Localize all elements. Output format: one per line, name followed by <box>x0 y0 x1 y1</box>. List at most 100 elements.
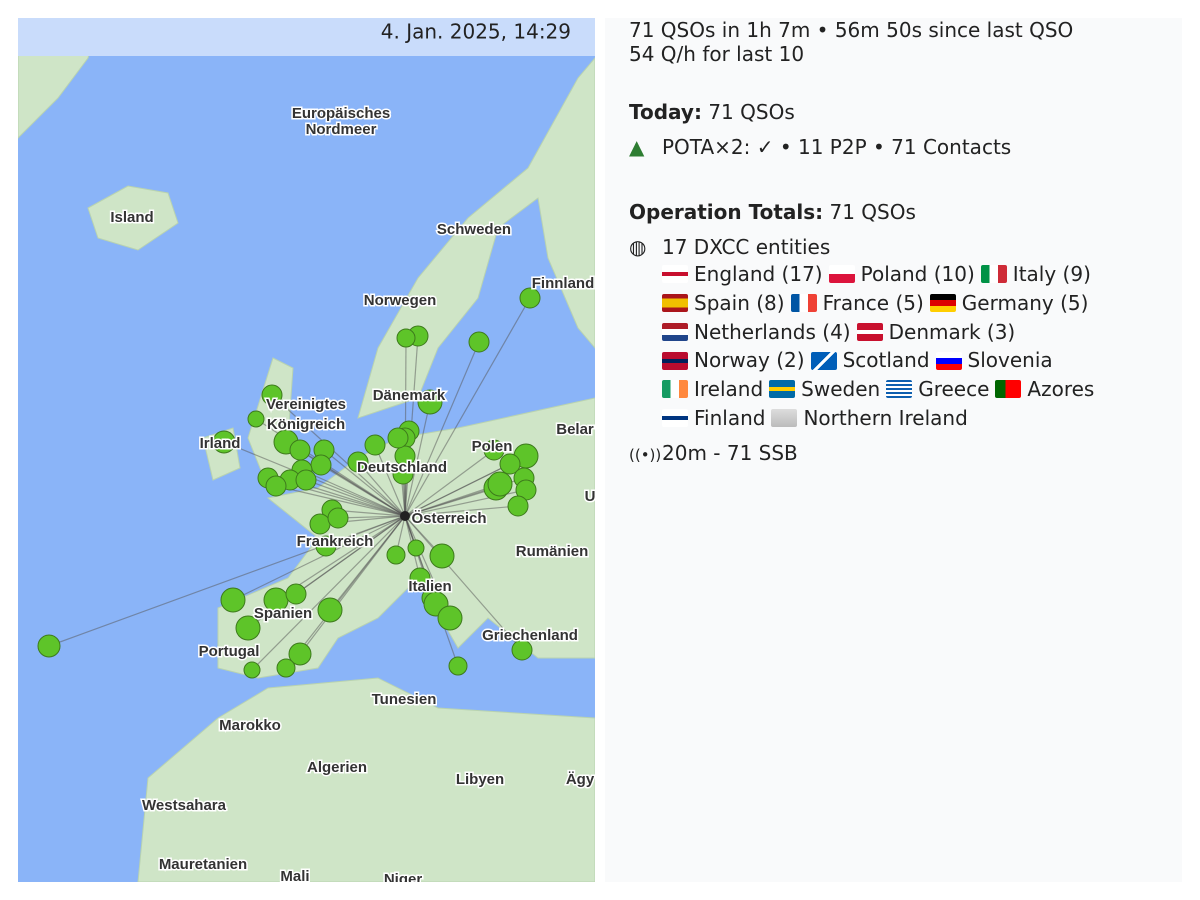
contact-line <box>271 394 406 517</box>
contact-line <box>325 515 406 547</box>
contact-dot <box>396 328 416 348</box>
today-label: Today: <box>629 100 702 124</box>
map[interactable]: 4. Jan. 2025, 14:29 EuropäischesNordmeer… <box>18 18 595 882</box>
map-label: Schweden <box>437 221 511 238</box>
map-label: Deutschland <box>357 459 447 476</box>
map-label: Spanien <box>254 605 312 622</box>
flag-icon <box>662 294 688 312</box>
summary-line: 54 Q/h for last 10 <box>629 42 805 66</box>
flag-icon <box>771 409 798 427</box>
dxcc-entity-text: England (17) <box>694 262 823 286</box>
contact-dot <box>327 507 349 529</box>
flag-icon <box>935 351 962 370</box>
contact-line <box>404 341 480 517</box>
contact-line <box>404 463 511 517</box>
dxcc-entity: Poland (10) <box>828 261 975 288</box>
dxcc-entity-text: Denmark (3) <box>888 319 1016 344</box>
dxcc-entity: Italy (9) <box>980 261 1091 288</box>
dxcc-summary-text: 17 DXCC entities <box>662 235 831 259</box>
dxcc-entity-text: Scotland <box>842 348 930 373</box>
dxcc-entity: France (5) <box>790 290 924 317</box>
dxcc-entity-text: Sweden <box>801 377 881 401</box>
contact-dot <box>499 453 521 475</box>
dxcc-entity-text: Norway (2) <box>694 348 805 373</box>
contact-dot <box>220 587 246 613</box>
contact-dot <box>309 513 331 535</box>
map-label: Mali <box>280 868 309 882</box>
operation-value: 71 QSOs <box>829 200 916 224</box>
dxcc-entity-text: France (5) <box>822 290 924 315</box>
contact-dot <box>261 384 283 406</box>
timestamp: 4. Jan. 2025, 14:29 <box>381 20 571 44</box>
dxcc-entity: Norway (2) <box>662 347 805 374</box>
contact-line <box>285 515 406 669</box>
flag-icon <box>790 294 817 312</box>
dxcc-entity-text: Northern Ireland <box>803 405 968 430</box>
contact-dot <box>409 567 431 589</box>
contact-line <box>251 515 406 671</box>
contact-dot <box>347 451 369 473</box>
contact-line <box>323 449 406 517</box>
contact-dot <box>407 539 425 557</box>
map-label: Island <box>110 209 153 226</box>
flag-icon <box>929 294 956 312</box>
map-label: Westsahara <box>142 797 227 814</box>
contact-line <box>374 444 406 517</box>
today: Today: 71 QSOs <box>629 100 795 124</box>
map-label: Europäisches <box>292 105 390 122</box>
summary-line: 71 QSOs in 1h 7m • 56m 50s since last QS… <box>629 18 1074 42</box>
flag-icon <box>980 265 1007 284</box>
map-label: Finnland <box>532 275 595 292</box>
dxcc-entity: Spain (8) <box>662 290 785 317</box>
timestamp-bar <box>18 18 595 56</box>
operation: Operation Totals: 71 QSOs <box>629 200 916 224</box>
dxcc-entity: Netherlands (4) <box>662 319 851 346</box>
dxcc-entity-text: Germany (5) <box>961 290 1089 315</box>
contact-dot <box>448 656 468 676</box>
band-text: 20m - 71 SSB <box>662 441 798 465</box>
flag-icon <box>828 265 855 284</box>
dxcc-entity-text: Poland (10) <box>860 262 975 286</box>
contact-dots <box>37 287 541 679</box>
contact-dot <box>511 639 533 661</box>
dxcc-entity: Slovenia <box>935 347 1053 374</box>
map-label: U <box>585 488 595 505</box>
map-label: Nordmeer <box>306 121 377 138</box>
dxcc-entity-text: Finland <box>694 405 766 430</box>
contact-dot <box>265 475 287 497</box>
dxcc-entity: Northern Ireland <box>771 405 968 432</box>
map-label: Königreich <box>267 416 345 433</box>
contact-line <box>320 464 406 517</box>
contact-dot <box>429 543 455 569</box>
map-label: Portugal <box>199 643 260 660</box>
map-label: Polen <box>472 438 513 455</box>
contact-dot <box>288 642 312 666</box>
map-label: Niger <box>384 871 423 882</box>
contact-line <box>48 515 406 647</box>
flag-icon <box>810 351 837 370</box>
contact-dot <box>468 331 490 353</box>
map-label: Irland <box>200 435 241 452</box>
map-label: Belar <box>556 421 594 438</box>
flag-icon <box>662 380 688 399</box>
contact-line <box>232 515 406 601</box>
flag-icon <box>995 380 1022 399</box>
dxcc-entity-text: Netherlands (4) <box>694 319 851 344</box>
contact-dot <box>392 463 414 485</box>
today-value: 71 QSOs <box>708 100 795 124</box>
dxcc-entity: Ireland <box>662 376 763 403</box>
contact-line <box>305 479 406 517</box>
map-label: Algerien <box>307 759 367 776</box>
contact-dot <box>37 634 61 658</box>
contact-dot <box>243 661 261 679</box>
dxcc-entity-text: Greece <box>918 377 990 401</box>
dxcc-entity: Denmark (3) <box>856 319 1016 346</box>
contact-dot <box>315 535 337 557</box>
home-marker <box>400 511 410 521</box>
contact-line <box>404 449 495 517</box>
map-label: Frankreich <box>297 533 374 550</box>
map-label: Mauretanien <box>159 856 247 873</box>
dxcc-list: England (17) Poland (10) Italy (9) Spain (8… <box>662 261 1162 434</box>
dxcc-entity: England (17) <box>662 261 823 288</box>
